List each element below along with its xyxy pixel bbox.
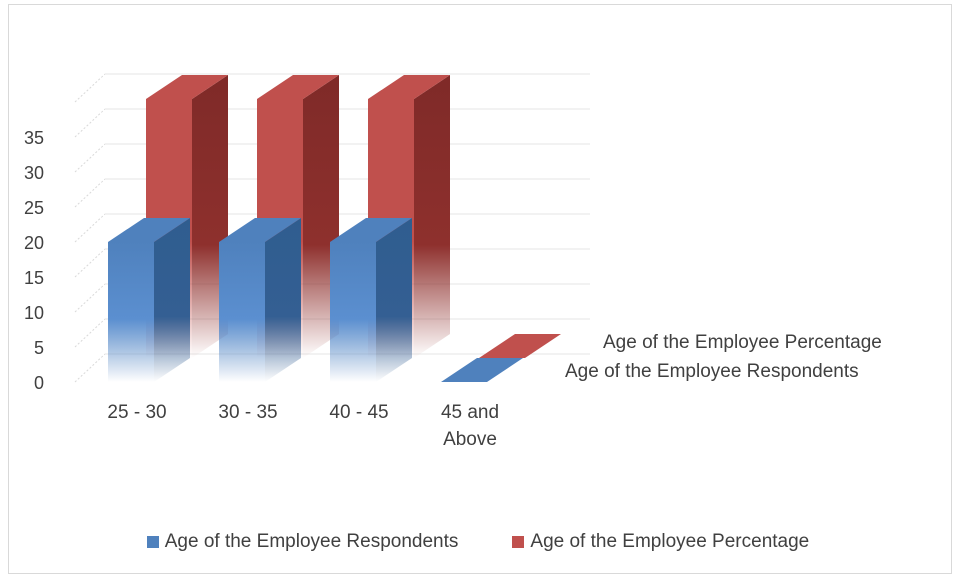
bar-respondents-top [441,358,523,382]
gridline-side [74,178,106,208]
legend-item-respondents: Age of the Employee Respondents [146,531,459,553]
y-tick-label: 10 [24,303,44,323]
bar-percentage-top [257,75,339,99]
gridline-side [74,73,106,103]
x-tick-label: Above [443,429,497,450]
legend-label: Age of the Employee Percentage [530,531,810,552]
x-axis: 25 - 30 30 - 35 40 - 45 45 and Above [107,402,499,450]
legend: Age of the Employee Respondents Age of t… [0,531,956,553]
gridline-side [74,318,106,348]
gridline-side [74,283,106,313]
bar-respondents-side [376,218,412,382]
y-tick-label: 30 [24,163,44,183]
bars [108,75,561,382]
gridline-side [74,213,106,243]
gridline-side [74,248,106,278]
depth-axis-labels: Age of the Employee Percentage Age of the… [565,332,882,382]
legend-swatch-blue [146,536,159,548]
gridline-side [74,353,106,383]
bar-respondents-top [330,218,412,242]
gridline-side [74,108,106,138]
x-tick-label: 40 - 45 [329,402,388,423]
bar-respondents [219,242,265,382]
depth-label-percentage: Age of the Employee Percentage [603,332,882,353]
bar-respondents-top [108,218,190,242]
depth-label-respondents: Age of the Employee Respondents [565,361,859,382]
bar-percentage-side [414,75,450,358]
y-tick-label: 5 [34,338,44,358]
y-tick-label: 20 [24,233,44,253]
gridline-side [74,143,106,173]
bar-respondents [108,242,154,382]
y-tick-label: 0 [34,373,44,393]
y-tick-label: 35 [24,128,44,148]
bar-respondents-top [219,218,301,242]
x-tick-label: 30 - 35 [218,402,277,423]
bar-respondents-side [154,218,190,382]
legend-label: Age of the Employee Respondents [164,531,459,552]
bar-percentage-top [479,334,561,358]
legend-swatch-red [512,536,525,548]
bar-respondents [330,242,376,382]
x-tick-label: 25 - 30 [107,402,166,423]
bar-percentage-top [368,75,450,99]
y-axis: 0 5 10 15 20 25 30 35 [24,128,44,393]
y-tick-label: 15 [24,268,44,288]
legend-item-percentage: Age of the Employee Percentage [512,531,809,553]
bar-respondents-side [265,218,301,382]
y-tick-label: 25 [24,198,44,218]
x-tick-label: 45 and [441,402,499,423]
bar-percentage-top [146,75,228,99]
